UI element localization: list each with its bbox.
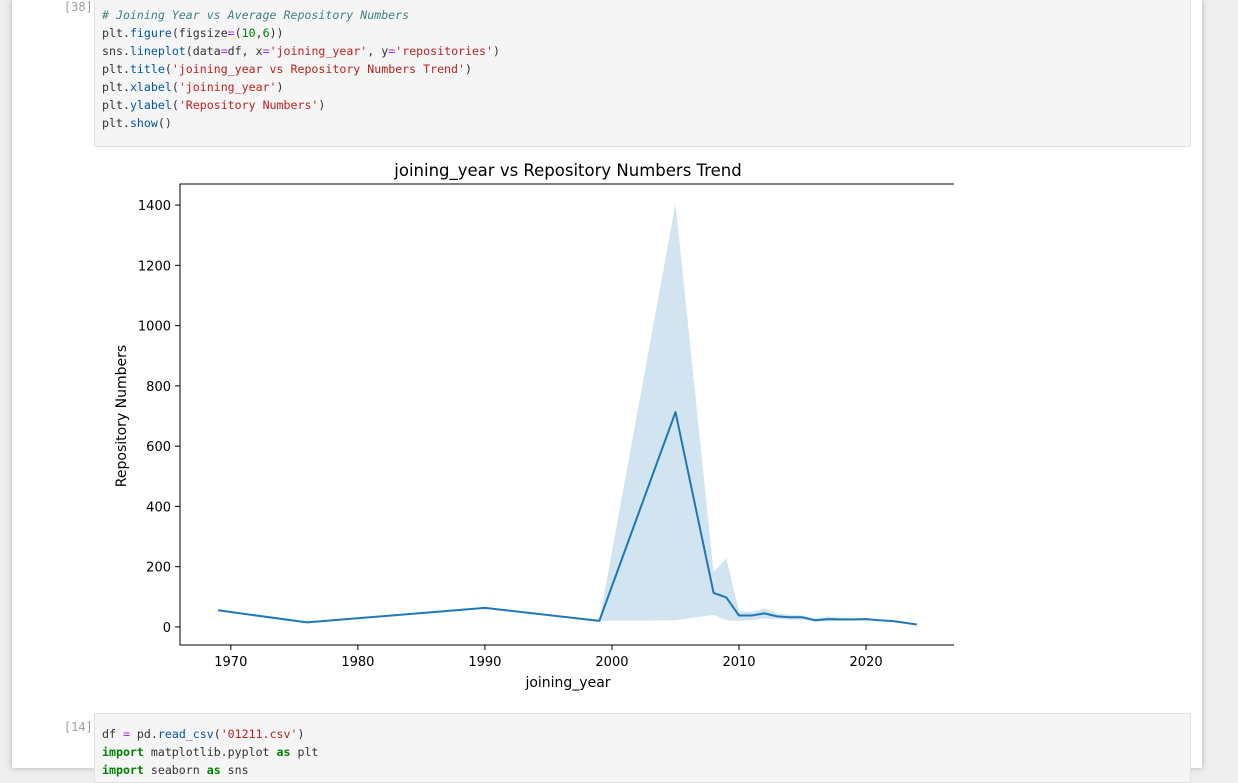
- chart-title: joining_year vs Repository Numbers Trend: [393, 161, 741, 181]
- code-token: (): [157, 116, 172, 130]
- notebook-panel: [38]: # Joining Year vs Average Reposito…: [12, 0, 1202, 783]
- code-token: df, x: [227, 44, 263, 58]
- code-token: .: [122, 44, 130, 58]
- code-token: (: [171, 80, 179, 94]
- code-token: 'joining_year vs Repository Numbers Tren…: [171, 62, 465, 76]
- code-token: df: [102, 727, 123, 741]
- code-token: .: [122, 116, 130, 130]
- x-tick-label: 1990: [468, 655, 501, 670]
- series-line: [217, 411, 918, 626]
- code-token: plt: [102, 62, 123, 76]
- code-token: plt: [290, 745, 319, 759]
- plot-area: 1970 1980 1990 2000 2010 2020 0 200 400 600 800 100…: [138, 183, 954, 670]
- code-token: title: [129, 62, 165, 76]
- code-cell-editor[interactable]: # Joining Year vs Average Repository Num…: [94, 0, 1191, 147]
- code-token: lineplot: [129, 44, 186, 58]
- code-token: .: [122, 26, 130, 40]
- code-token: seaborn: [143, 763, 207, 777]
- code-line: plt.ylabel('Repository Numbers'): [102, 96, 325, 114]
- code-token: , y: [367, 44, 389, 58]
- chart: joining_year vs Repository Numbers Trend…: [114, 161, 954, 691]
- code-token: =: [220, 44, 228, 58]
- plot-frame: [179, 183, 954, 646]
- code-token: (data: [185, 44, 221, 58]
- code-token: plt: [102, 116, 123, 130]
- code-line: plt.figure(figsize=(10,6)): [102, 24, 284, 42]
- y-tick-label: 600: [146, 440, 171, 455]
- code-line: import seaborn as sns: [102, 761, 249, 779]
- y-tick-label: 1400: [138, 199, 171, 214]
- x-tick-label: 2010: [722, 655, 755, 670]
- code-token: figure: [129, 26, 172, 40]
- code-token: 6: [262, 26, 270, 40]
- code-token: .: [122, 62, 130, 76]
- code-token: xlabel: [129, 80, 172, 94]
- code-token: (: [213, 727, 221, 741]
- code-token: =: [227, 26, 235, 40]
- code-token: .: [122, 80, 130, 94]
- y-tick-label: 0: [163, 621, 171, 636]
- code-token: plt: [102, 80, 123, 94]
- code-cell-editor[interactable]: df = pd.read_csv('01211.csv') import matp…: [94, 713, 1191, 783]
- y-tick-label: 1200: [138, 259, 171, 274]
- code-token: '01211.csv': [220, 727, 298, 741]
- code-line: sns.lineplot(data=df, x='joining_year', …: [102, 42, 500, 60]
- code-line: plt.title('joining_year vs Repository Nu…: [102, 60, 472, 78]
- code-token: 'repositories': [395, 44, 493, 58]
- code-token: # Joining Year vs Average Repository Num…: [102, 8, 410, 22]
- code-token: 'joining_year': [178, 80, 277, 94]
- x-tick-label: 2020: [850, 655, 883, 670]
- code-token: read_csv: [157, 727, 214, 741]
- code-token: =: [388, 44, 396, 58]
- x-axis-label: joining_year: [524, 675, 610, 691]
- code-token: ylabel: [129, 98, 172, 112]
- code-token: import: [102, 745, 144, 759]
- code-token: (figsize: [171, 26, 228, 40]
- code-token: ): [465, 62, 472, 76]
- code-token: import: [102, 763, 144, 777]
- code-token: as: [276, 745, 291, 759]
- code-token: (: [171, 98, 179, 112]
- code-line: plt.show(): [102, 114, 172, 132]
- x-tick-label: 1980: [341, 655, 374, 670]
- y-tick-label: 800: [146, 380, 171, 395]
- code-token: (: [234, 26, 242, 40]
- code-line: import matplotlib.pyplot as plt: [102, 743, 318, 761]
- code-line: df = pd.read_csv('01211.csv'): [102, 725, 304, 743]
- code-token: ): [318, 98, 326, 112]
- x-tick-label: 2000: [595, 655, 628, 670]
- y-tick-label: 200: [146, 561, 171, 576]
- code-token: 'Repository Numbers': [178, 98, 319, 112]
- code-token: ): [297, 727, 305, 741]
- cell-prompt: [14]:: [63, 720, 100, 734]
- code-token: plt: [102, 26, 123, 40]
- code-token: ): [492, 44, 500, 58]
- code-token: matplotlib.pyplot: [143, 745, 277, 759]
- code-token: )): [269, 26, 284, 40]
- code-token: .: [122, 98, 130, 112]
- cell-prompt: [38]:: [63, 0, 100, 14]
- x-tick-label: 1970: [214, 655, 247, 670]
- code-token: 10: [241, 26, 256, 40]
- code-token: (: [164, 62, 172, 76]
- code-token: ): [276, 80, 284, 94]
- code-token: 'joining_year': [269, 44, 368, 58]
- y-tick-label: 400: [146, 500, 171, 515]
- code-token: ,: [255, 26, 263, 40]
- y-tick-label: 1000: [138, 320, 171, 335]
- code-token: pd: [129, 727, 151, 741]
- code-token: =: [262, 44, 270, 58]
- code-token: =: [122, 727, 130, 741]
- code-line: # Joining Year vs Average Repository Num…: [102, 6, 409, 24]
- code-line: plt.xlabel('joining_year'): [102, 78, 284, 96]
- code-token: as: [206, 763, 221, 777]
- code-token: sns: [102, 44, 123, 58]
- code-token: .: [150, 727, 158, 741]
- code-token: sns: [220, 763, 249, 777]
- code-token: plt: [102, 98, 123, 112]
- code-token: show: [129, 116, 158, 130]
- confidence-band: [218, 203, 917, 625]
- y-axis-label: Repository Numbers: [114, 345, 130, 487]
